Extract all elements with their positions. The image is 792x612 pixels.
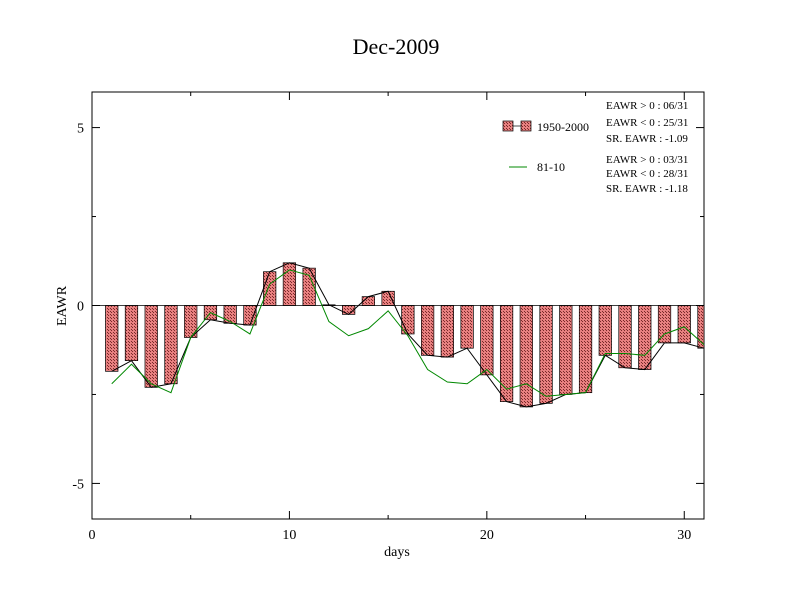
x-tick-label-20: 20 [480, 528, 494, 543]
x-tick-label-0: 0 [89, 528, 96, 543]
bar-day-1 [105, 305, 119, 372]
bar-day-26 [598, 305, 612, 356]
x-tick-label-10: 10 [282, 528, 296, 543]
stat-1950-negative: EAWR < 0 : 25/31 [606, 117, 688, 129]
bar-day-3 [144, 305, 158, 388]
x-tick-label-30: 30 [677, 528, 691, 543]
bar-day-28 [638, 305, 652, 370]
y-tick-label-5: 5 [77, 122, 84, 137]
series-line-81-10 [111, 269, 705, 397]
stat-1950-positive: EAWR > 0 : 06/31 [606, 100, 688, 112]
lines-layer [111, 262, 705, 408]
bar-day-9 [263, 271, 277, 306]
bar-day-23 [539, 305, 553, 404]
bar-day-29 [657, 305, 672, 344]
stats-block: EAWR > 0 : 06/31 EAWR < 0 : 25/31 SR. EA… [606, 100, 688, 195]
bar-day-17 [421, 305, 435, 356]
bar-day-25 [578, 305, 593, 394]
bar-day-24 [559, 305, 573, 395]
bar-day-7 [223, 305, 237, 324]
bar-day-27 [618, 305, 632, 369]
bar-day-19 [460, 305, 474, 349]
bar-day-21 [499, 305, 514, 402]
y-tick-label--5: -5 [72, 477, 84, 492]
y-axis-label: EAWR [55, 285, 70, 326]
stat-1950-sr: SR. EAWR : -1.09 [606, 133, 688, 145]
stat-8110-negative: EAWR < 0 : 28/31 [606, 168, 688, 180]
bar-day-15 [381, 290, 395, 306]
bar-day-10 [282, 262, 297, 306]
legend-bar-swatch-1 [502, 120, 514, 132]
ticks-layer: 0 10 20 30 -5 0 5 [72, 92, 704, 543]
chart-title: Dec-2009 [353, 34, 440, 59]
legend: 1950-2000 81-10 [502, 120, 589, 174]
legend-bar-swatch-2 [520, 120, 532, 132]
stat-8110-sr: SR. EAWR : -1.18 [606, 183, 688, 195]
series-line-1950-2000 [111, 262, 705, 408]
bars-layer [105, 262, 705, 408]
bar-day-20 [480, 305, 494, 376]
bar-day-18 [440, 305, 454, 358]
bar-day-2 [124, 305, 139, 362]
stat-8110-positive: EAWR > 0 : 03/31 [606, 154, 688, 166]
legend-line-label: 81-10 [537, 160, 565, 174]
legend-bar-label: 1950-2000 [537, 120, 589, 134]
y-tick-label-0: 0 [77, 300, 84, 315]
bar-day-4 [164, 305, 178, 385]
bar-day-22 [519, 305, 533, 408]
x-axis-label: days [384, 545, 410, 560]
bar-day-30 [677, 305, 691, 344]
